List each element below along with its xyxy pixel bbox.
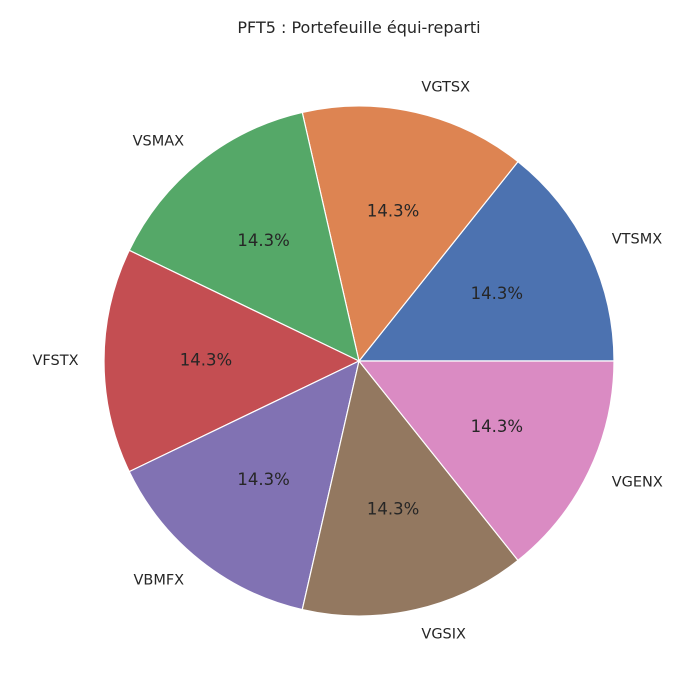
pie-labels: 14.3% VTSMX 14.3% VGTSX 14.3% VSMAX 14.3% VFSTX… (33, 80, 663, 643)
pct-label-vtsmx: 14.3% (471, 284, 523, 303)
slice-label-vsmax: VSMAX (133, 134, 185, 150)
pie-slice-vtsmx (357, 160, 615, 362)
pie-slice-vsmax (128, 111, 360, 363)
slice-label-vgsix: VGSIX (421, 626, 466, 642)
pct-label-vgenx: 14.3% (471, 417, 523, 436)
slice-label-vtsmx: VTSMX (612, 231, 662, 247)
pct-label-vfstx: 14.3% (180, 351, 232, 370)
pie-slices (103, 105, 615, 617)
chart-title: PFT5 : Portefeuille équi-reparti (237, 18, 480, 37)
slice-label-vbmfx: VBMFX (133, 572, 184, 588)
pie-slice-vbmfx (128, 359, 360, 611)
pie-slice-vfstx (103, 249, 361, 473)
pie-slice-vgsix (301, 359, 519, 617)
pct-label-vbmfx: 14.3% (237, 470, 289, 489)
slice-label-vgtsx: VGTSX (421, 80, 470, 96)
pct-label-vgtsx: 14.3% (367, 201, 419, 220)
pie-slice-vgenx (357, 360, 615, 562)
slice-label-vfstx: VFSTX (33, 353, 79, 369)
pie-slice-vgtsx (301, 105, 519, 363)
slice-label-vgenx: VGENX (612, 475, 663, 491)
pct-label-vsmax: 14.3% (237, 231, 289, 250)
pct-label-vgsix: 14.3% (367, 500, 419, 519)
